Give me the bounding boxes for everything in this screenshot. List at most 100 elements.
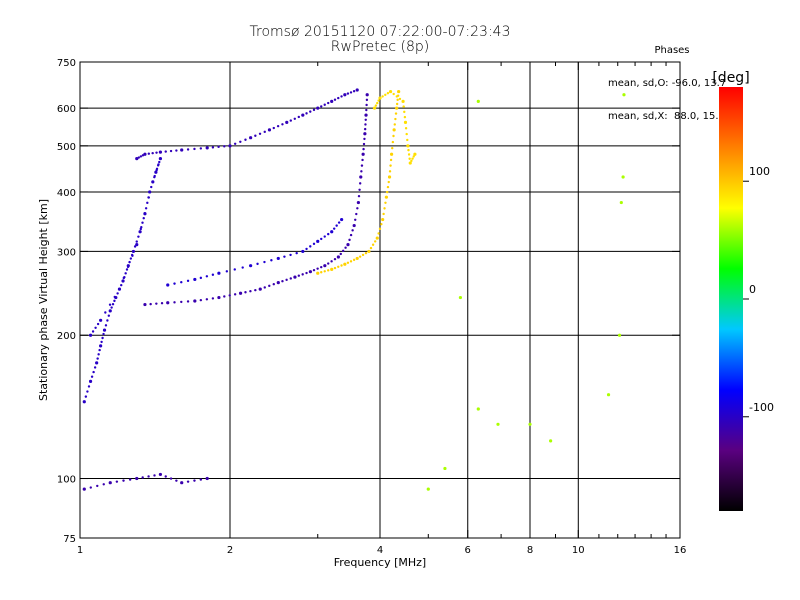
trace-point xyxy=(330,260,333,263)
trace-point xyxy=(121,279,125,283)
trace-point xyxy=(385,190,389,194)
trace-point xyxy=(211,273,215,276)
trace-point xyxy=(135,476,139,481)
trace-point xyxy=(289,277,292,280)
trace-point xyxy=(135,157,139,161)
trace-point xyxy=(258,132,262,136)
trace-point xyxy=(387,175,392,179)
trace-point xyxy=(357,194,361,198)
trace-point xyxy=(619,200,623,205)
trace-point xyxy=(193,299,197,303)
trace-point xyxy=(199,276,203,280)
trace-point xyxy=(316,267,319,270)
trace-point xyxy=(169,477,173,480)
trace-point xyxy=(346,261,350,264)
trace-point xyxy=(407,153,411,156)
trace-point xyxy=(375,236,379,240)
trace-point xyxy=(340,217,344,222)
trace-point xyxy=(126,265,130,269)
trace-point xyxy=(239,140,242,143)
trace-point xyxy=(408,161,412,165)
trace-point xyxy=(135,243,139,247)
trace-point xyxy=(337,96,340,100)
chart-title: Tromsø 20151120 07:22:00-07:23:43 xyxy=(249,24,511,40)
trace-point xyxy=(369,246,373,250)
trace-point xyxy=(403,110,406,114)
trace-point xyxy=(384,201,387,204)
trace-point xyxy=(359,175,363,179)
trace-point xyxy=(217,271,221,275)
trace-point xyxy=(391,146,394,150)
trace-point xyxy=(173,301,176,304)
trace-point xyxy=(476,99,480,103)
trace-point xyxy=(344,246,347,249)
trace-point xyxy=(358,255,362,258)
trace-point xyxy=(193,479,196,482)
trace-point xyxy=(238,291,243,295)
trace-point xyxy=(228,294,231,297)
trace-point xyxy=(180,300,183,304)
trace-point xyxy=(411,157,414,160)
trace-point xyxy=(153,474,156,477)
trace-point xyxy=(413,152,417,156)
trace-point xyxy=(87,385,91,388)
trace-point xyxy=(88,379,93,383)
trace-point xyxy=(349,91,353,94)
trace-point xyxy=(104,311,107,314)
trace-point xyxy=(348,238,351,242)
trace-point xyxy=(377,232,380,235)
trace-point xyxy=(309,245,312,248)
trace-point xyxy=(211,297,215,300)
trace-point xyxy=(330,267,334,272)
trace-point xyxy=(391,140,395,144)
trace-point xyxy=(361,152,365,156)
trace-point xyxy=(388,170,392,173)
trace-point xyxy=(323,103,326,106)
trace-point xyxy=(108,481,112,485)
grid-lines xyxy=(80,62,680,538)
trace-point xyxy=(392,128,396,132)
trace-point xyxy=(102,332,105,336)
trace-point xyxy=(146,201,149,205)
trace-point xyxy=(254,288,257,292)
trace-point xyxy=(403,115,407,119)
trace-point xyxy=(333,257,337,261)
trace-point xyxy=(393,123,396,126)
trace-point xyxy=(96,322,100,326)
trace-point xyxy=(228,144,232,148)
trace-point xyxy=(392,92,395,96)
trace-point xyxy=(289,253,292,257)
trace-point xyxy=(293,275,297,279)
trace-point xyxy=(180,148,184,152)
trace-point xyxy=(364,118,367,121)
y-tick-label: 500 xyxy=(57,142,76,153)
trace-point xyxy=(199,147,203,150)
trace-point xyxy=(382,212,385,216)
trace-point xyxy=(363,132,367,136)
trace-point xyxy=(143,152,147,156)
trace-point xyxy=(407,148,410,152)
trace-point xyxy=(305,112,308,115)
colorbar-tick-label: 0 xyxy=(749,283,756,296)
trace-point xyxy=(367,249,371,254)
trace-point xyxy=(128,478,132,481)
trace-point xyxy=(217,295,221,300)
trace-point xyxy=(397,89,401,94)
trace-point xyxy=(104,324,108,327)
trace-point xyxy=(256,262,259,266)
phase-stats-heading: Phases xyxy=(654,45,690,56)
trace-point xyxy=(371,243,375,246)
x-tick-label: 16 xyxy=(674,545,687,556)
trace-point xyxy=(180,281,183,284)
trace-point xyxy=(225,270,229,273)
trace-point xyxy=(330,230,334,234)
trace-point xyxy=(358,182,362,185)
trace-point xyxy=(384,195,388,199)
trace-point xyxy=(199,298,203,302)
trace-point xyxy=(137,235,140,238)
trace-point xyxy=(131,249,136,254)
trace-point xyxy=(301,113,305,117)
trace-point xyxy=(401,99,405,103)
trace-point xyxy=(102,483,105,486)
trace-point xyxy=(316,239,320,243)
